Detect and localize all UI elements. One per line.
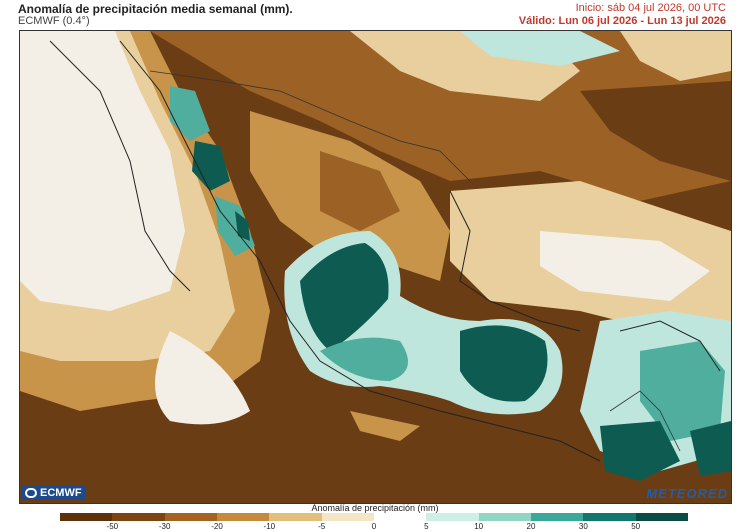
colorbar-segment — [269, 513, 322, 521]
colorbar-tick-label: 0 — [371, 522, 377, 531]
meteored-logo: METEORED — [646, 486, 728, 501]
colorbar-segment — [216, 513, 270, 521]
colorbar-segment — [164, 513, 217, 521]
colorbar-segment — [530, 513, 584, 521]
colorbar-tick-label: -5 — [318, 522, 326, 531]
map-title: Anomalía de precipitación media semanal … — [18, 2, 293, 16]
valid-period: Válido: Lun 06 jul 2026 - Lun 13 jul 202… — [518, 15, 726, 27]
colorbar-tick-label: 30 — [578, 522, 588, 531]
colorbar-title: Anomalía de precipitación (mm) — [311, 503, 439, 513]
colorbar-tick-label: -50 — [106, 522, 119, 531]
colorbar-segment — [583, 513, 636, 521]
colorbar-tick-label: -10 — [263, 522, 276, 531]
ecmwf-logo-icon — [25, 488, 37, 498]
colorbar-tick-label: 20 — [526, 522, 536, 531]
colorbar-segment — [478, 513, 531, 521]
colorbar-segment — [426, 513, 479, 521]
colorbar-segment — [60, 513, 113, 521]
ecmwf-logo: ECMWF — [21, 486, 86, 500]
colorbar-segment — [321, 513, 374, 521]
colorbar-tick-label: 10 — [474, 522, 484, 531]
colorbar-tick-label: 5 — [424, 522, 429, 531]
colorbar-ticks: -50 -30 -20 -10 -5 0 5 10 20 30 50 — [60, 522, 688, 532]
colorbar-segment — [635, 513, 688, 521]
colorbar-tick-label: -20 — [211, 522, 223, 531]
init-time: Inicio: sáb 04 jul 2026, 00 UTC — [575, 2, 726, 14]
map-svg — [20, 31, 731, 503]
colorbar — [60, 513, 688, 521]
colorbar-segment — [373, 513, 427, 521]
colorbar-tick-label: -30 — [158, 522, 171, 531]
ecmwf-logo-text: ECMWF — [40, 487, 82, 499]
model-label: ECMWF (0.4°) — [18, 15, 90, 27]
precipitation-anomaly-map[interactable] — [19, 30, 732, 504]
colorbar-tick-label: 50 — [631, 522, 641, 531]
colorbar-segment — [112, 513, 165, 521]
